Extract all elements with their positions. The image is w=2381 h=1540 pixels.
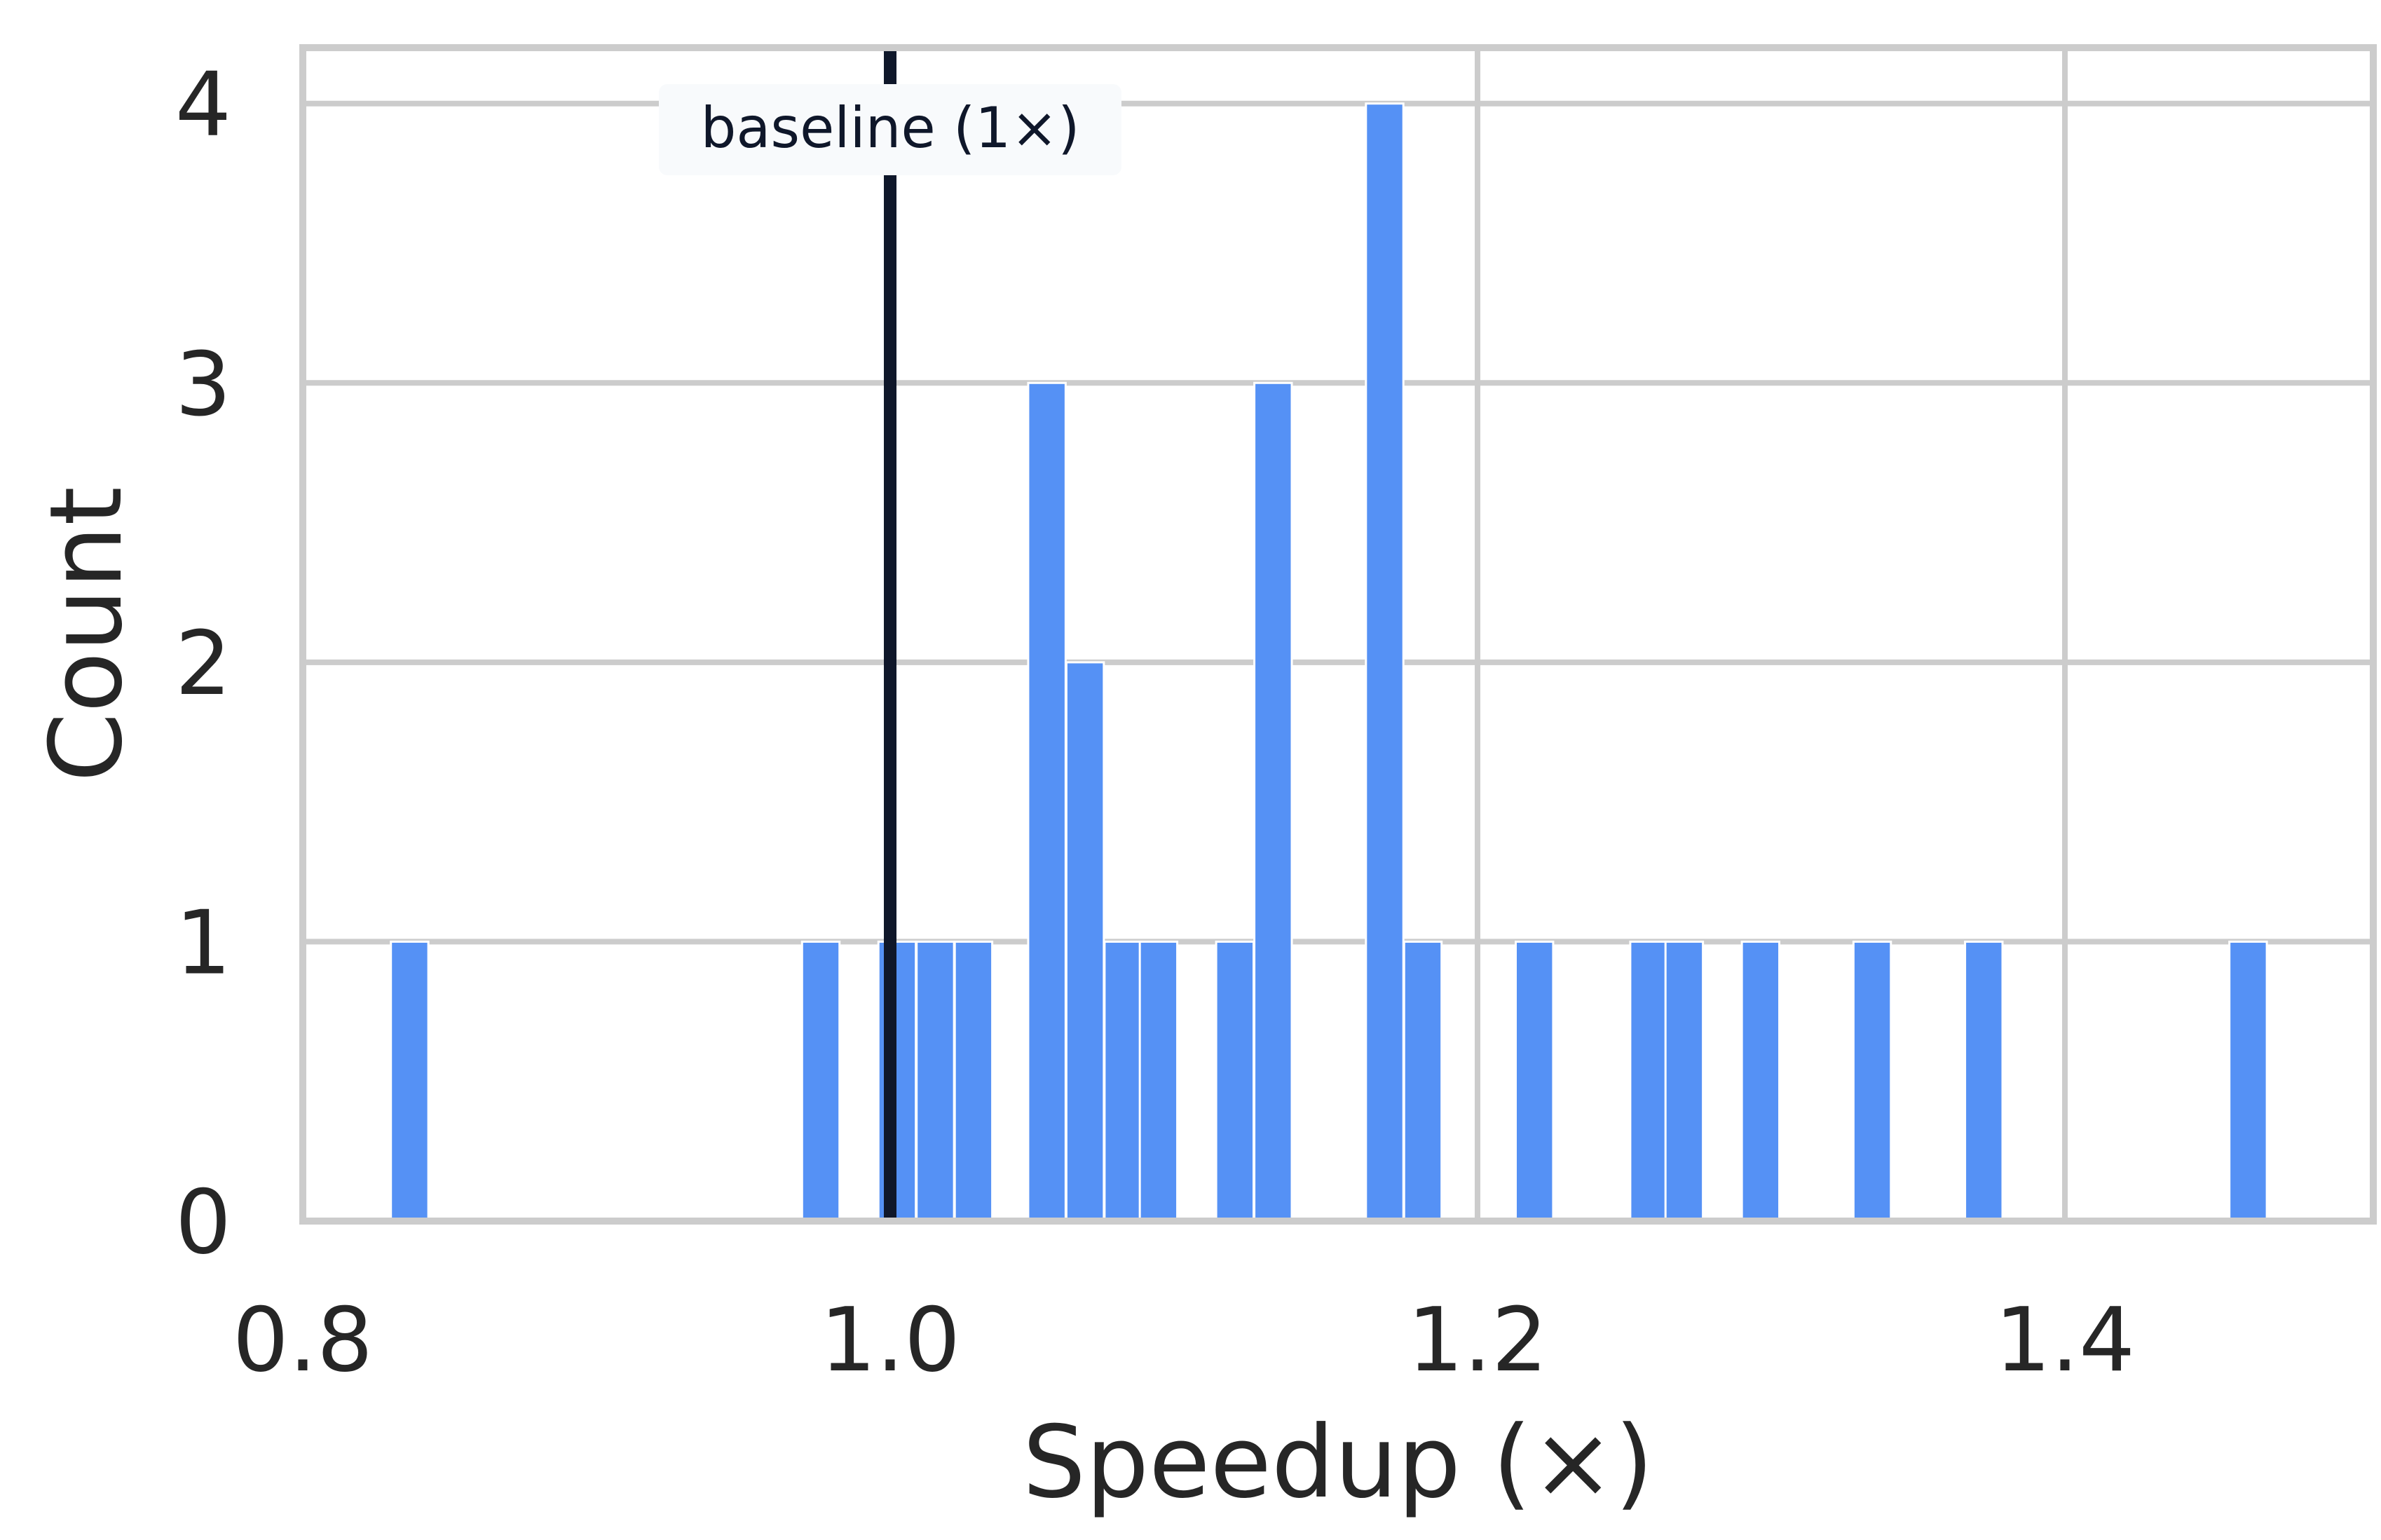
y-tick-label: 1 xyxy=(175,891,231,994)
histogram-bar xyxy=(1664,940,1705,1222)
histogram-bar xyxy=(1365,102,1405,1222)
histogram-bar xyxy=(1215,940,1255,1222)
x-tick-label: 1.4 xyxy=(1995,1288,2135,1391)
histogram-bar xyxy=(1740,940,1781,1222)
y-tick-labels: 0 1 2 3 4 xyxy=(175,53,231,1274)
histogram-bar xyxy=(1514,940,1555,1222)
plot-frame xyxy=(299,44,2377,1225)
histogram-bar xyxy=(1065,661,1105,1222)
histogram-bar xyxy=(1027,381,1067,1222)
histogram-bar xyxy=(1403,940,1443,1222)
x-tick-label: 1.0 xyxy=(820,1288,960,1391)
grid-lines xyxy=(303,48,2373,1221)
histogram-bar xyxy=(1253,381,1293,1222)
histogram-bars xyxy=(390,102,2268,1222)
y-tick-label: 3 xyxy=(175,332,231,435)
baseline-reference: baseline (1×) xyxy=(659,48,1122,1221)
baseline-label-box xyxy=(659,84,1122,175)
baseline-label: baseline (1×) xyxy=(701,95,1080,161)
histogram-bar xyxy=(953,940,994,1222)
y-tick-label: 0 xyxy=(175,1171,231,1274)
histogram-bar xyxy=(1852,940,1892,1222)
histogram-bar xyxy=(2228,940,2268,1222)
y-axis-label: Count xyxy=(29,486,144,782)
x-tick-label: 1.2 xyxy=(1407,1288,1548,1391)
histogram-bar xyxy=(1964,940,2004,1222)
x-tick-label: 0.8 xyxy=(233,1288,373,1391)
histogram-bar xyxy=(1629,940,1669,1222)
x-tick-labels: 0.8 1.0 1.2 1.4 xyxy=(233,1288,2135,1391)
histogram-bar xyxy=(915,940,955,1222)
y-tick-label: 4 xyxy=(175,53,231,156)
histogram-bar xyxy=(1138,940,1179,1222)
x-axis-label: Speedup (×) xyxy=(1023,1405,1653,1520)
histogram-bar xyxy=(390,940,430,1222)
y-tick-label: 2 xyxy=(175,612,231,715)
histogram-bar xyxy=(1103,940,1143,1222)
histogram-bar xyxy=(800,940,841,1222)
